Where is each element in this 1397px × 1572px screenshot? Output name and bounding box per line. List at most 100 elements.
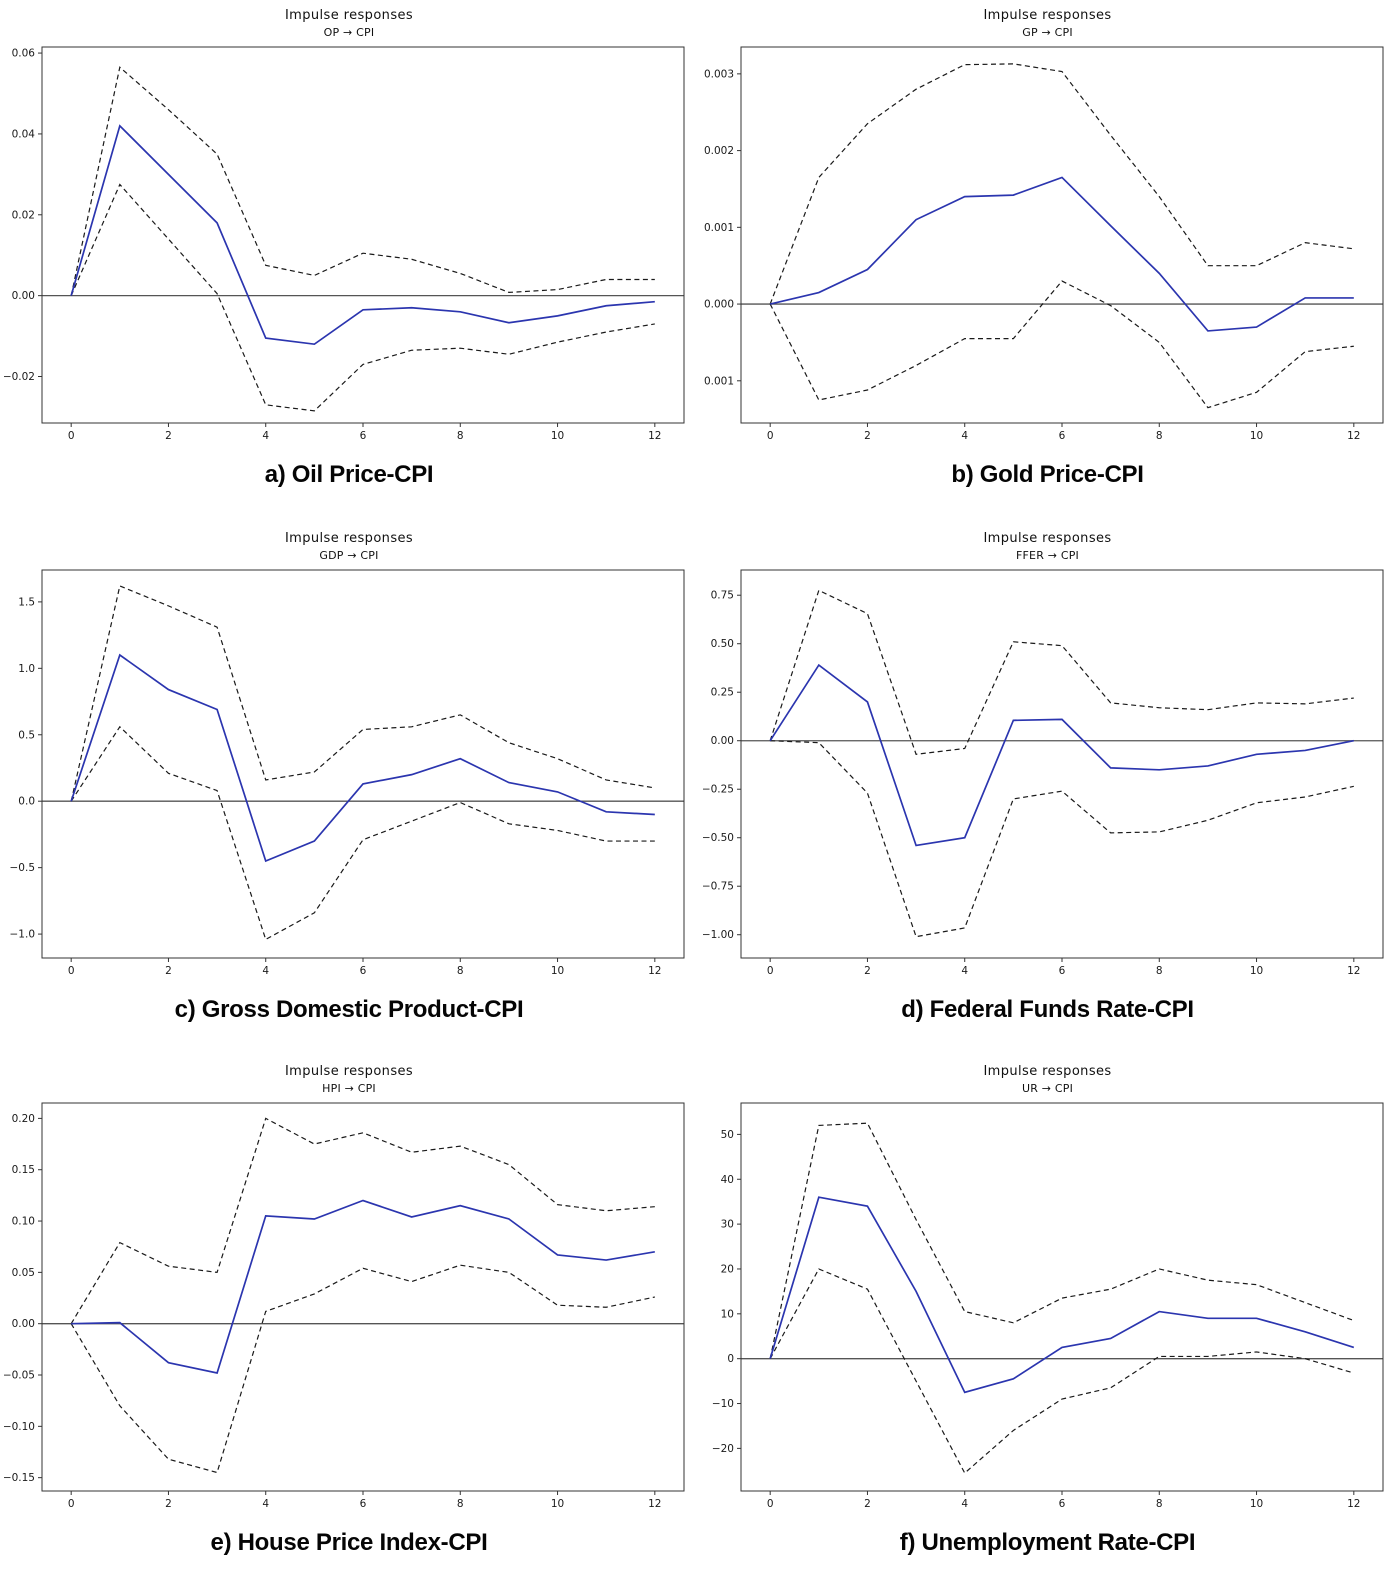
svg-text:4: 4 (961, 430, 968, 442)
svg-text:0: 0 (766, 430, 773, 442)
panel-caption: b) Gold Price-CPI (951, 461, 1144, 488)
svg-text:−0.25: −0.25 (703, 784, 734, 796)
svg-text:50: 50 (720, 1129, 733, 1141)
svg-text:2: 2 (165, 430, 172, 442)
svg-text:12: 12 (648, 1498, 661, 1510)
svg-text:0.75: 0.75 (710, 590, 733, 602)
svg-text:6: 6 (360, 965, 367, 977)
svg-text:0.20: 0.20 (12, 1113, 35, 1125)
irf-line-chart: 0.20 0.15 0.10 0.05 0.00 −0.05 −0.10 −0.15 0 2 4 6 8… (4, 1102, 685, 1510)
svg-text:0: 0 (68, 965, 75, 977)
svg-text:4: 4 (262, 1498, 269, 1510)
svg-text:12: 12 (1347, 1498, 1360, 1510)
chart-subtitle: UR → CPI (1021, 1082, 1074, 1095)
panel-caption: e) House Price Index-CPI (210, 1529, 488, 1556)
svg-text:0.05: 0.05 (12, 1267, 35, 1279)
svg-text:0.15: 0.15 (12, 1164, 35, 1176)
svg-text:−1.00: −1.00 (703, 929, 734, 941)
svg-text:10: 10 (1249, 1498, 1262, 1510)
svg-text:0.003: 0.003 (703, 68, 733, 80)
svg-text:2: 2 (864, 965, 871, 977)
chart-title: Impulse responses (983, 8, 1112, 23)
svg-text:−0.05: −0.05 (4, 1370, 35, 1382)
chart-subtitle: GDP → CPI (319, 549, 379, 562)
svg-text:6: 6 (360, 1498, 367, 1510)
svg-text:1.5: 1.5 (18, 596, 35, 608)
svg-text:20: 20 (720, 1263, 733, 1275)
svg-text:4: 4 (262, 965, 269, 977)
svg-text:6: 6 (1058, 1498, 1065, 1510)
svg-text:8: 8 (1155, 1498, 1162, 1510)
svg-text:12: 12 (1347, 430, 1360, 442)
svg-text:2: 2 (864, 1498, 871, 1510)
svg-text:0.002: 0.002 (703, 145, 733, 157)
svg-text:−0.02: −0.02 (4, 371, 35, 383)
svg-text:12: 12 (1347, 965, 1360, 977)
svg-text:2: 2 (864, 430, 871, 442)
svg-text:0.001: 0.001 (703, 375, 733, 387)
svg-text:10: 10 (1249, 965, 1262, 977)
svg-text:−0.50: −0.50 (703, 832, 734, 844)
svg-text:10: 10 (551, 430, 564, 442)
svg-text:10: 10 (551, 1498, 564, 1510)
irf-panel-c: Impulse responses GDP → CPI 1.5 1.0 0.5 0.0… (0, 505, 698, 1038)
svg-text:0.000: 0.000 (703, 299, 733, 311)
panel-caption: a) Oil Price-CPI (264, 461, 434, 488)
svg-text:6: 6 (360, 430, 367, 442)
svg-text:0.0: 0.0 (18, 796, 35, 808)
svg-text:4: 4 (961, 965, 968, 977)
svg-text:8: 8 (457, 965, 464, 977)
svg-text:12: 12 (648, 430, 661, 442)
svg-text:0.001: 0.001 (703, 222, 733, 234)
svg-text:−20: −20 (711, 1443, 733, 1455)
chart-subtitle: GP → CPI (1022, 26, 1073, 39)
svg-text:−0.75: −0.75 (703, 881, 734, 893)
panel-caption: c) Gross Domestic Product-CPI (174, 996, 524, 1023)
irf-panel-d: Impulse responses FFER → CPI 0.75 0.50 0.2… (698, 505, 1397, 1038)
panel-caption: f) Unemployment Rate-CPI (899, 1529, 1196, 1556)
svg-text:0.50: 0.50 (710, 638, 733, 650)
irf-panel-a: Impulse responses OP → CPI 0.06 0.04 0.02 0… (0, 0, 698, 505)
svg-text:0.02: 0.02 (12, 209, 35, 221)
svg-text:−0.10: −0.10 (4, 1421, 35, 1433)
svg-text:0.04: 0.04 (12, 128, 36, 140)
svg-text:0: 0 (766, 1498, 773, 1510)
svg-text:8: 8 (1155, 430, 1162, 442)
svg-text:2: 2 (165, 965, 172, 977)
chart-title: Impulse responses (983, 1064, 1112, 1079)
svg-text:0: 0 (68, 430, 75, 442)
irf-panel-e: Impulse responses HPI → CPI 0.20 0.15 0.10… (0, 1038, 698, 1572)
svg-text:0.00: 0.00 (710, 735, 733, 747)
chart-subtitle: FFER → CPI (1015, 549, 1079, 562)
chart-subtitle: OP → CPI (323, 26, 375, 39)
chart-title: Impulse responses (284, 531, 414, 546)
svg-text:6: 6 (1058, 965, 1065, 977)
chart-title: Impulse responses (284, 8, 414, 23)
svg-text:−1.0: −1.0 (10, 929, 36, 941)
chart-subtitle: HPI → CPI (322, 1082, 376, 1095)
svg-text:0: 0 (68, 1498, 75, 1510)
irf-line-chart: 0.003 0.002 0.001 0.000 0.001 0 2 4 6 8 10 12 (703, 46, 1383, 442)
chart-title: Impulse responses (983, 531, 1112, 546)
panel-caption: d) Federal Funds Rate-CPI (901, 996, 1194, 1023)
irf-panel-f: Impulse responses UR → CPI 50 40 30 20 10 0 −1… (698, 1038, 1397, 1572)
svg-text:0: 0 (727, 1353, 734, 1365)
svg-text:0.00: 0.00 (12, 290, 35, 302)
svg-text:6: 6 (1058, 430, 1065, 442)
svg-text:−0.5: −0.5 (10, 862, 36, 874)
svg-text:0.25: 0.25 (710, 687, 733, 699)
irf-line-chart: 0.06 0.04 0.02 0.00 −0.02 0 2 4 6 8 10 12 (4, 46, 685, 442)
svg-text:10: 10 (551, 965, 564, 977)
svg-text:0: 0 (766, 965, 773, 977)
irf-line-chart: 0.75 0.50 0.25 0.00 −0.25 −0.50 −0.75 −1.00 0 2 4 6… (703, 569, 1383, 977)
svg-text:1.0: 1.0 (18, 663, 35, 675)
svg-text:0.06: 0.06 (12, 48, 36, 60)
svg-text:2: 2 (165, 1498, 172, 1510)
svg-text:0.5: 0.5 (18, 729, 35, 741)
irf-panel-b: Impulse responses GP → CPI 0.003 0.002 0.0… (698, 0, 1397, 505)
svg-text:4: 4 (961, 1498, 968, 1510)
svg-text:−0.15: −0.15 (4, 1472, 35, 1484)
svg-text:12: 12 (648, 965, 661, 977)
svg-text:0.10: 0.10 (12, 1216, 35, 1228)
